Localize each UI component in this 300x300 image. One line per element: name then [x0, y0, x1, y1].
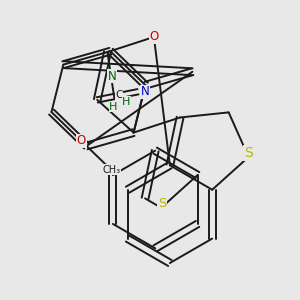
Text: H: H	[122, 97, 131, 107]
Text: O: O	[77, 134, 86, 147]
Text: H: H	[109, 102, 118, 112]
Text: O: O	[149, 31, 158, 44]
Text: N: N	[108, 70, 116, 83]
Text: S: S	[244, 146, 253, 160]
Text: N: N	[141, 85, 150, 98]
Text: CH₃: CH₃	[102, 165, 120, 175]
Text: S: S	[158, 197, 166, 210]
Text: C: C	[115, 90, 122, 100]
